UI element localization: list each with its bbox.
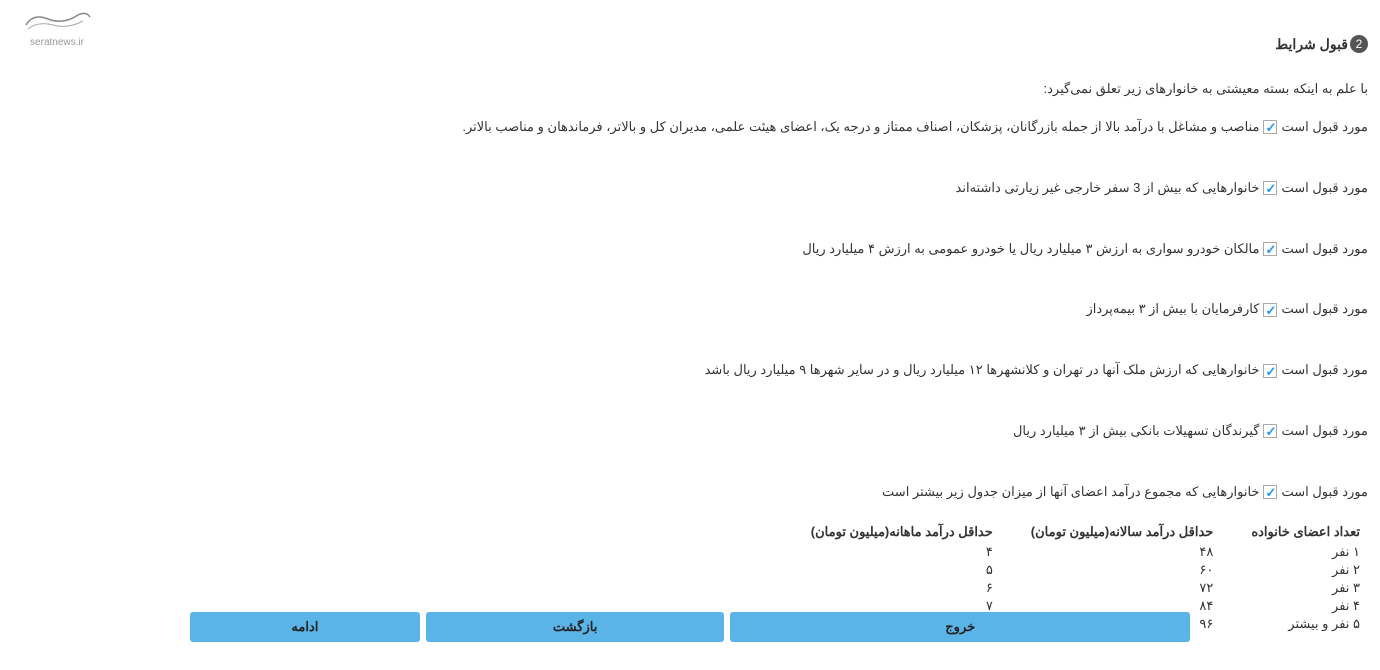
table-row: ۱ نفر۴۸۴ [781,543,1368,561]
table-header: حداقل درآمد ماهانه(میلیون تومان) [781,521,1001,543]
table-cell: ۱ نفر [1221,543,1368,561]
table-cell: ۴۸ [1001,543,1222,561]
step-title: قبول شرایط [1275,36,1348,53]
table-cell: ۷۲ [1001,579,1222,597]
condition-text: مناصب و مشاغل با درآمد بالا از جمله بازر… [462,117,1259,138]
condition-row: مورد قبول است گیرندگان تسهیلات بانکی بیش… [190,421,1368,442]
accept-label: مورد قبول است [1281,360,1368,381]
checkbox-icon[interactable] [1263,364,1277,378]
condition-row: مورد قبول است خانوارهایی که بیش از 3 سفر… [190,178,1368,199]
button-bar: خروج بازگشت ادامه [190,612,1190,642]
condition-row: مورد قبول است کارفرمایان با بیش از ۳ بیم… [190,299,1368,320]
accept-label: مورد قبول است [1281,421,1368,442]
condition-row: مورد قبول است مالکان خودرو سواری به ارزش… [190,239,1368,260]
main-content: 2 قبول شرایط با علم به اینکه بسته معیشتی… [0,0,1380,643]
condition-text: مالکان خودرو سواری به ارزش ۳ میلیارد ریا… [802,239,1259,260]
checkbox-icon[interactable] [1263,120,1277,134]
intro-text: با علم به اینکه بسته معیشتی به خانوارهای… [190,81,1368,97]
table-cell: ۵ [781,561,1001,579]
table-cell: ۴ [781,543,1001,561]
checkbox-icon[interactable] [1263,242,1277,256]
table-header: تعداد اعضای خانواده [1221,521,1368,543]
accept-label: مورد قبول است [1281,239,1368,260]
accept-label: مورد قبول است [1281,299,1368,320]
table-cell: ۶۰ [1001,561,1222,579]
table-cell: ۶ [781,579,1001,597]
table-cell: ۴ نفر [1221,597,1368,615]
condition-text: خانوارهایی که مجموع درآمد اعضای آنها از … [882,482,1259,503]
condition-text: کارفرمایان با بیش از ۳ بیمه‌پرداز [1086,299,1259,320]
checkbox-icon[interactable] [1263,303,1277,317]
logo-text: seratnews.ir [18,37,96,48]
condition-text: خانوارهایی که ارزش ملک آنها در تهران و ک… [705,360,1260,381]
checkbox-icon[interactable] [1263,485,1277,499]
exit-button[interactable]: خروج [730,612,1190,642]
accept-label: مورد قبول است [1281,482,1368,503]
step-number: 2 [1350,35,1368,53]
step-header: 2 قبول شرایط [190,35,1368,53]
next-button[interactable]: ادامه [190,612,420,642]
table-cell: ۲ نفر [1221,561,1368,579]
condition-row: مورد قبول است مناصب و مشاغل با درآمد بال… [190,117,1368,138]
accept-label: مورد قبول است [1281,117,1368,138]
table-header: حداقل درآمد سالانه(میلیون تومان) [1001,521,1222,543]
checkbox-icon[interactable] [1263,424,1277,438]
checkbox-icon[interactable] [1263,181,1277,195]
condition-row: مورد قبول است خانوارهایی که مجموع درآمد … [190,482,1368,503]
condition-row: مورد قبول است خانوارهایی که ارزش ملک آنه… [190,360,1368,381]
back-button[interactable]: بازگشت [426,612,725,642]
condition-text: گیرندگان تسهیلات بانکی بیش از ۳ میلیارد … [1013,421,1259,442]
accept-label: مورد قبول است [1281,178,1368,199]
table-row: ۳ نفر۷۲۶ [781,579,1368,597]
site-logo: seratnews.ir [18,5,96,50]
table-row: ۲ نفر۶۰۵ [781,561,1368,579]
table-cell: ۳ نفر [1221,579,1368,597]
condition-text: خانوارهایی که بیش از 3 سفر خارجی غیر زیا… [956,178,1260,199]
table-cell: ۵ نفر و بیشتر [1221,615,1368,633]
